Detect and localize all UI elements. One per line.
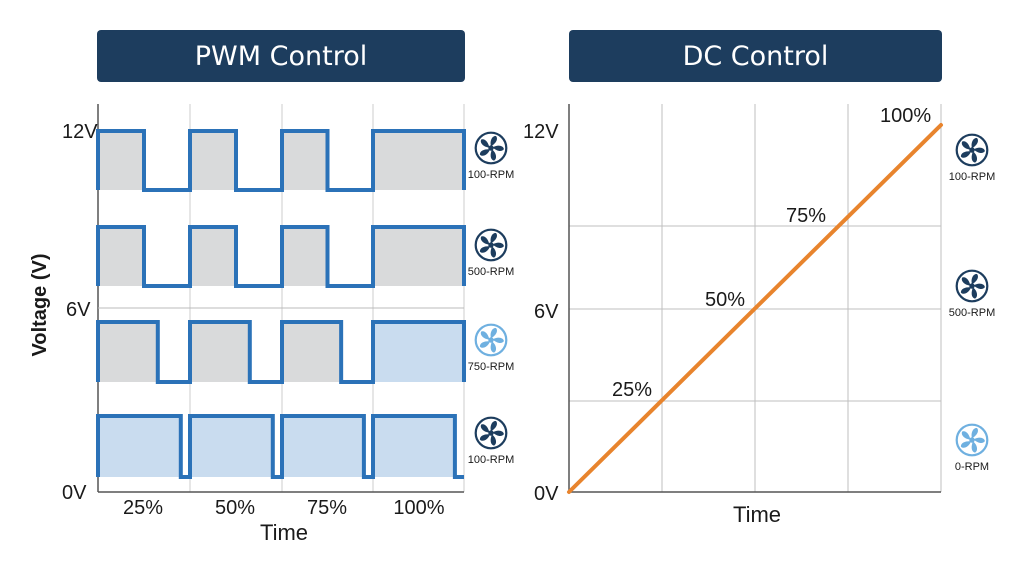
dc-fan-label: 500-RPM [949,307,995,319]
pwm-pulse-fill [282,131,328,190]
dc-point-label: 75% [786,205,826,227]
pwm-waves [96,129,466,479]
pwm-waveform [96,414,464,479]
pwm-waveform [96,129,466,192]
fan-icon [474,228,508,262]
pwm-x-tick: 50% [215,497,255,519]
pwm-pulse-fill [373,416,455,477]
fan-icon [955,269,989,303]
dc-voltage-line [567,123,943,494]
pwm-x-tick: 100% [393,497,444,519]
dc-point-label: 25% [612,379,652,401]
pwm-panel: 100-RPM 500-RPM 750-RPM 100-RPM 12V 6V 0V V… [29,104,514,545]
dc-title: DC Control [569,30,942,82]
pwm-pulse-fill [190,416,273,477]
pwm-y-tick-0v: 0V [62,482,87,504]
dc-y-tick-6v: 6V [534,301,559,323]
pwm-pulse-fill [282,416,364,477]
fan-icon [474,416,508,450]
pwm-fan-label: 750-RPM [468,361,514,373]
dc-point-label: 50% [705,289,745,311]
dc-fan-label: 100-RPM [949,171,995,183]
pwm-waveform [96,225,466,288]
pwm-pulse-fill [190,227,236,286]
dc-y-tick-0v: 0V [534,483,559,505]
fan-icon [955,423,989,457]
pwm-y-axis-label: Voltage (V) [29,254,51,357]
fan-icon [474,131,508,165]
dc-fan-label: 0-RPM [955,461,989,473]
dc-point-label: 100% [880,105,931,127]
pwm-pulse-fill [190,322,250,382]
dc-x-axis-label: Time [733,502,781,527]
pwm-title: PWM Control [97,30,465,82]
dc-panel: 25% 50% 75% 100% 100-RPM 500-RPM 0-RPM 12V 6V… [523,104,995,527]
pwm-pulse-fill [282,322,342,382]
pwm-y-tick-12v: 12V [62,121,98,143]
pwm-fans: 100-RPM 500-RPM 750-RPM 100-RPM [468,131,514,466]
pwm-fan-label: 100-RPM [468,169,514,181]
pwm-pulse-fill [282,227,328,286]
dc-point-labels: 25% 50% 75% 100% [612,105,931,401]
pwm-pulse-fill [373,227,464,286]
dc-fans: 100-RPM 500-RPM 0-RPM [949,133,995,473]
pwm-pulse-fill [98,322,158,382]
pwm-pulse-fill [98,131,144,190]
pwm-pulse-fill [190,131,236,190]
pwm-y-tick-6v: 6V [66,299,91,321]
dc-y-tick-12v: 12V [523,121,559,143]
pwm-fan-label: 100-RPM [468,454,514,466]
pwm-x-axis-label: Time [260,520,308,545]
pwm-x-tick: 75% [307,497,347,519]
pwm-pulse-fill [98,416,181,477]
fan-icon [474,323,508,357]
fan-icon [955,133,989,167]
pwm-waveform [96,320,466,384]
pwm-pulse-fill [373,131,464,190]
pwm-pulse-fill [373,322,464,382]
pwm-fan-label: 500-RPM [468,266,514,278]
pwm-pulse-fill [98,227,144,286]
pwm-x-tick: 25% [123,497,163,519]
